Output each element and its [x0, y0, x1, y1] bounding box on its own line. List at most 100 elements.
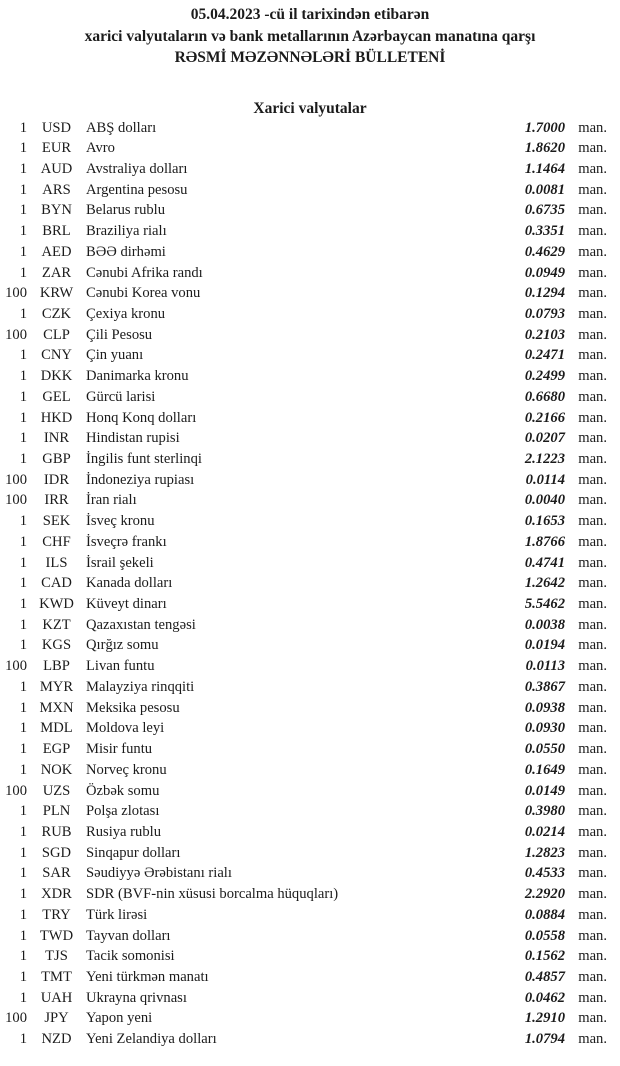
currency-code-cell: SGD — [41, 844, 72, 861]
quantity-cell: 1 — [19, 575, 27, 592]
rate-row: 1 CZK Çexiya kronu 0.0793 man. — [0, 306, 620, 327]
currency-name-cell: Tayvan dolları — [86, 927, 171, 944]
rate-value-cell: 0.0207 — [524, 430, 565, 447]
unit-cell: man. — [578, 699, 607, 716]
currency-name-cell: Türk lirəsi — [86, 906, 148, 923]
rate-value-cell: 0.4857 — [524, 968, 565, 985]
unit-cell: man. — [578, 948, 607, 965]
rate-row: 100 JPY Yapon yeni 1.2910 man. — [0, 1010, 620, 1031]
currency-name-cell: Qırğız somu — [86, 637, 159, 654]
quantity-cell: 1 — [19, 616, 27, 633]
rate-value-cell: 1.1464 — [524, 160, 565, 177]
rate-row: 1 KWD Küveyt dinarı 5.5462 man. — [0, 596, 620, 617]
rate-row: 1 HKD Honq Konq dolları 0.2166 man. — [0, 410, 620, 431]
quantity-cell: 1 — [19, 451, 27, 467]
rate-value-cell: 1.0794 — [524, 1031, 565, 1048]
unit-cell: man. — [578, 823, 607, 840]
unit-cell: man. — [578, 430, 607, 447]
rate-row: 1 UAH Ukrayna qrivnası 0.0462 man. — [0, 990, 620, 1011]
currency-name-cell: SDR (BVF-nin xüsusi borcalma hüquqları) — [86, 886, 339, 903]
quantity-cell: 1 — [19, 637, 27, 654]
unit-cell: man. — [578, 243, 607, 260]
currency-name-cell: Moldova leyi — [86, 720, 165, 737]
rate-value-cell: 0.3867 — [524, 678, 565, 695]
quantity-cell: 1 — [19, 927, 27, 944]
unit-cell: man. — [578, 678, 607, 695]
currency-code-cell: MXN — [39, 699, 74, 716]
quantity-cell: 1 — [19, 865, 27, 882]
currency-code-cell: CLP — [43, 326, 70, 343]
rate-row: 1 DKK Danimarka kronu 0.2499 man. — [0, 368, 620, 389]
rate-value-cell: 1.8766 — [524, 533, 565, 550]
rate-row: 1 ILS İsrail şekeli 0.4741 man. — [0, 555, 620, 576]
quantity-cell: 100 — [5, 326, 27, 343]
rate-value-cell: 1.2910 — [524, 1010, 565, 1027]
rate-row: 1 RUB Rusiya rublu 0.0214 man. — [0, 824, 620, 845]
quantity-cell: 1 — [19, 886, 27, 903]
currency-code-cell: XDR — [41, 886, 72, 903]
quantity-cell: 1 — [19, 803, 27, 820]
rate-value-cell: 0.0081 — [524, 181, 565, 198]
unit-cell: man. — [578, 927, 607, 944]
rate-value-cell: 0.1649 — [524, 761, 565, 778]
currency-code-cell: KWD — [39, 596, 74, 613]
currency-name-cell: ABŞ dolları — [86, 119, 157, 136]
unit-cell: man. — [578, 575, 607, 592]
currency-name-cell: Polşa zlotası — [86, 803, 160, 820]
currency-name-cell: Gürcü larisi — [86, 388, 156, 405]
currency-name-cell: Yeni Zelandiya dolları — [86, 1031, 217, 1048]
rate-value-cell: 0.0194 — [524, 637, 565, 654]
rate-value-cell: 0.2103 — [524, 326, 565, 343]
rate-row: 100 IRR İran rialı 0.0040 man. — [0, 492, 620, 513]
currency-code-cell: MDL — [40, 720, 73, 737]
quantity-cell: 1 — [19, 844, 27, 861]
currency-code-cell: MYR — [39, 678, 74, 695]
rate-value-cell: 0.2471 — [524, 347, 565, 364]
currency-code-cell: EGP — [42, 741, 71, 758]
rate-value-cell: 0.4629 — [524, 243, 565, 260]
rate-row: 1 INR Hindistan rupisi 0.0207 man. — [0, 430, 620, 451]
unit-cell: man. — [578, 347, 607, 364]
rate-row: 1 NZD Yeni Zelandiya dolları 1.0794 man. — [0, 1031, 620, 1052]
unit-cell: man. — [578, 181, 607, 198]
quantity-cell: 1 — [19, 243, 27, 260]
unit-cell: man. — [578, 865, 607, 882]
currency-name-cell: Misir funtu — [86, 741, 153, 758]
currency-code-cell: NZD — [41, 1031, 72, 1048]
unit-cell: man. — [578, 223, 607, 240]
rate-value-cell: 0.0793 — [524, 305, 565, 322]
unit-cell: man. — [578, 140, 607, 157]
currency-name-cell: Çexiya kronu — [86, 305, 166, 322]
currency-name-cell: Danimarka kronu — [86, 368, 189, 385]
currency-code-cell: IRR — [44, 492, 69, 509]
currency-name-cell: İsrail şekeli — [86, 554, 154, 571]
currency-name-cell: Küveyt dinarı — [86, 596, 167, 613]
rate-row: 1 TWD Tayvan dolları 0.0558 man. — [0, 928, 620, 949]
quantity-cell: 1 — [19, 823, 27, 840]
rate-row: 1 BRL Braziliya rialı 0.3351 man. — [0, 223, 620, 244]
quantity-cell: 1 — [19, 906, 27, 923]
quantity-cell: 100 — [5, 1010, 27, 1027]
unit-cell: man. — [578, 761, 607, 778]
unit-cell: man. — [578, 492, 607, 509]
rate-value-cell: 2.2920 — [524, 886, 565, 903]
rate-value-cell: 0.0149 — [524, 782, 565, 799]
currency-name-cell: Belarus rublu — [86, 202, 166, 219]
rate-value-cell: 0.6680 — [524, 388, 565, 405]
currency-code-cell: TRY — [42, 906, 71, 923]
currency-code-cell: AED — [41, 243, 72, 260]
rate-value-cell: 0.0114 — [525, 471, 565, 488]
rate-row: 1 CHF İsveçrə frankı 1.8766 man. — [0, 534, 620, 555]
quantity-cell: 1 — [19, 140, 27, 157]
rate-row: 1 MDL Moldova leyi 0.0930 man. — [0, 720, 620, 741]
currency-name-cell: Rusiya rublu — [86, 823, 161, 840]
currency-name-cell: Hindistan rupisi — [86, 430, 180, 447]
quantity-cell: 1 — [19, 948, 27, 965]
currency-code-cell: ZAR — [41, 264, 72, 281]
rate-value-cell: 0.3980 — [524, 803, 565, 820]
rate-row: 1 SAR Səudiyyə Ərəbistanı rialı 0.4533 m… — [0, 865, 620, 886]
currency-code-cell: AUD — [40, 160, 73, 177]
unit-cell: man. — [578, 388, 607, 405]
rate-row: 1 ARS Argentina pesosu 0.0081 man. — [0, 182, 620, 203]
currency-name-cell: Livan funtu — [86, 658, 155, 675]
